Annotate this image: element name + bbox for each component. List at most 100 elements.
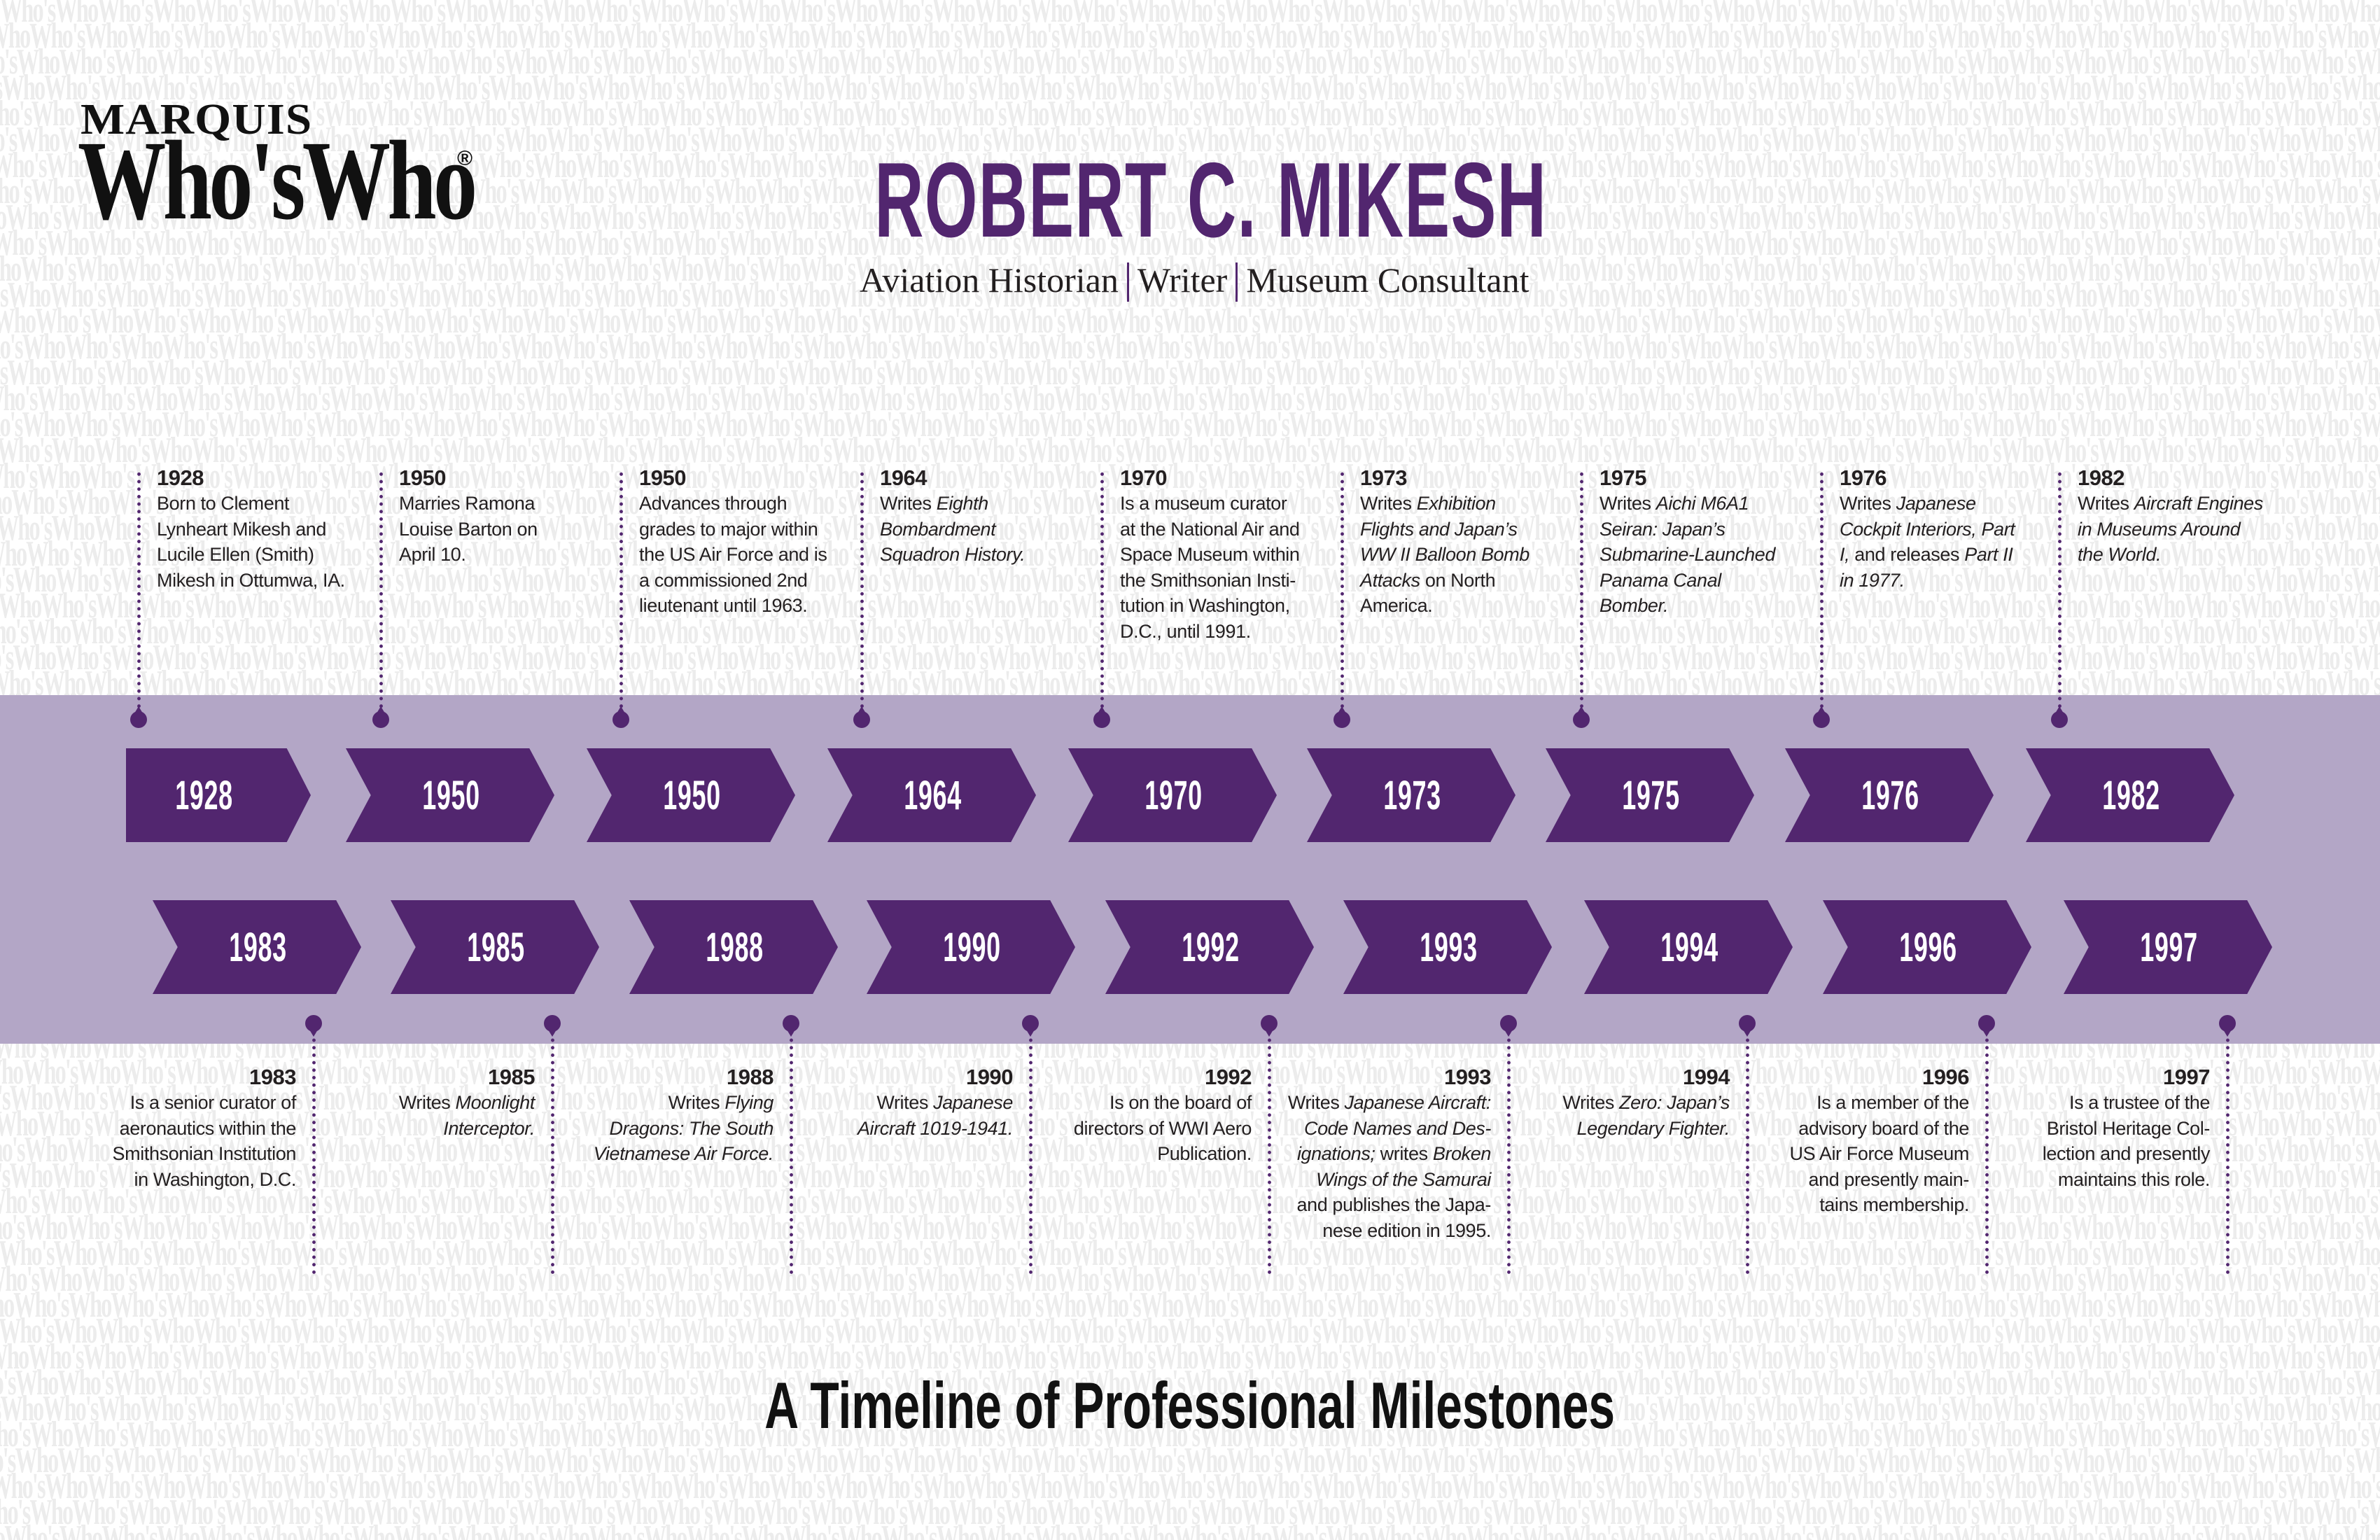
text-segment: Writes (1562, 1092, 1620, 1113)
text-segment: Writes (398, 1092, 456, 1113)
text-segment: Writes (1600, 493, 1656, 514)
timeline-arrow-1985[interactable]: 1985 (391, 900, 599, 994)
watermark-row: Who'sWhoWho'sWhoWho'sWhoWho'sWhoWho'sWho… (0, 301, 2380, 341)
event-description-line: April 10. (399, 542, 538, 568)
event-description-line: Writes Zero: Japan’s (1562, 1090, 1730, 1116)
event-description-line: Publication. (1074, 1141, 1252, 1167)
event-description-line: ignations; writes Broken (1288, 1141, 1491, 1167)
text-segment: Advances through (639, 493, 788, 514)
text-segment: Mikesh in Ottumwa, IA. (157, 569, 345, 591)
timeline-arrow-1990[interactable]: 1990 (867, 900, 1075, 994)
text-segment: Writes (1287, 1092, 1345, 1113)
event-description-line: Submarine-Launched (1600, 542, 1775, 568)
arrow-year-label: 1964 (904, 772, 962, 818)
event-description-line: I, and releases Part II (1840, 542, 2015, 568)
milestone-1994: 1994 Writes Zero: Japan’s Legendary Fighte… (1562, 1065, 1730, 1141)
event-description-line: Panama Canal (1600, 568, 1775, 594)
timeline-marker-dot-icon (1500, 1015, 1517, 1037)
timeline-arrow-1950[interactable]: 1950 (346, 748, 554, 842)
dotted-connector (2058, 470, 2062, 712)
timeline-marker-dot-icon (1813, 706, 1830, 728)
dotted-connector (137, 470, 141, 712)
text-segment: the US Air Force and is (639, 544, 827, 565)
arrow-year-label: 1993 (1420, 924, 1478, 970)
event-description-line: at the National Air and (1120, 517, 1300, 542)
timeline-arrow-1992[interactable]: 1992 (1105, 900, 1314, 994)
dotted-connector (620, 470, 623, 712)
italic-title: Flying (724, 1092, 774, 1113)
event-description-line: nese edition in 1995. (1288, 1218, 1491, 1244)
italic-title: Bomber. (1600, 595, 1669, 616)
event-year: 1990 (966, 1065, 1013, 1089)
italic-title: Code Names and Des- (1303, 1117, 1491, 1139)
timeline-arrow-1997[interactable]: 1997 (2064, 900, 2272, 994)
text-segment: writes (1375, 1143, 1433, 1164)
event-description-line: Flights and Japan’s (1360, 517, 1530, 542)
event-description-line: tains membership. (1790, 1192, 1969, 1218)
footer-title: A Timeline of Professional Milestones (0, 1371, 2380, 1441)
watermark-row: Who'sWhoWho'sWhoWho'sWhoWho'sWhoWho'sWho… (0, 16, 2380, 56)
italic-title: WW II Balloon Bomb (1360, 544, 1530, 565)
event-description-line: Aircraft 1019-1941. (858, 1116, 1013, 1142)
watermark-row: Who'sWhoWho'sWhoWho'sWhoWho'sWhoWho'sWho… (0, 1441, 2380, 1480)
italic-title: Exhibition (1416, 493, 1496, 514)
milestone-1976: 1976 Writes Japanese Cockpit Interiors, Pa… (1840, 465, 2015, 593)
timeline-arrow-1988[interactable]: 1988 (629, 900, 838, 994)
timeline-arrow-1973[interactable]: 1973 (1307, 748, 1516, 842)
event-description-line: Marries Ramona (399, 491, 538, 517)
event-description-line: grades to major within (639, 517, 827, 542)
text-segment: Is a museum curator (1120, 493, 1287, 514)
event-description-line: and presently main- (1790, 1167, 1969, 1193)
timeline-arrow-1993[interactable]: 1993 (1343, 900, 1552, 994)
event-description-line: US Air Force Museum (1790, 1141, 1970, 1167)
event-description-line: Bomber. (1600, 593, 1775, 619)
italic-title: Part II (1964, 544, 2013, 565)
arrow-year-label: 1982 (2102, 772, 2161, 818)
timeline-arrow-1975[interactable]: 1975 (1546, 748, 1754, 842)
text-segment: Lynheart Mikesh and (157, 518, 327, 540)
event-description-line: advisory board of the (1790, 1116, 1969, 1142)
text-segment: Smithsonian Institution (112, 1143, 297, 1164)
timeline-arrow-1996[interactable]: 1996 (1823, 900, 2031, 994)
dotted-connector (1268, 1029, 1271, 1274)
event-description-line: maintains this role. (2043, 1167, 2211, 1193)
milestone-1970: 1970 Is a museum curator at the National A… (1120, 465, 1300, 644)
timeline-arrow-1950[interactable]: 1950 (587, 748, 795, 842)
timeline-marker-dot-icon (1093, 706, 1110, 728)
timeline-arrow-1994[interactable]: 1994 (1584, 900, 1793, 994)
timeline-arrow-1970[interactable]: 1970 (1068, 748, 1277, 842)
italic-title: Seiran: Japan’s (1600, 518, 1726, 540)
event-description-line: Seiran: Japan’s (1600, 517, 1775, 542)
text-segment: at the National Air and (1120, 518, 1300, 540)
timeline-arrow-1982[interactable]: 1982 (2026, 748, 2234, 842)
event-description-line: Bombardment (880, 517, 1025, 542)
italic-title: Legendary Fighter. (1576, 1117, 1730, 1139)
italic-title: Aichi M6A1 (1656, 493, 1749, 514)
event-year: 1975 (1600, 465, 1646, 490)
event-description-line: Smithsonian Institution (112, 1141, 297, 1167)
watermark-row: Who'sWhoWho'sWhoWho'sWhoWho'sWhoWho'sWho… (0, 1337, 2380, 1377)
role-museum-consultant: Museum Consultant (1246, 260, 1530, 300)
timeline-arrow-1964[interactable]: 1964 (827, 748, 1036, 842)
text-segment: Is a trustee of the (2068, 1092, 2210, 1113)
event-description-line: directors of WWI Aero (1074, 1116, 1252, 1142)
event-description-line: Writes Aircraft Engines (2078, 491, 2263, 517)
dotted-connector (1746, 1029, 1749, 1274)
watermark-row: Who'sWhoWho'sWhoWho'sWhoWho'sWhoWho'sWho… (0, 42, 2380, 82)
text-segment: Louise Barton on (399, 518, 538, 540)
text-segment: Writes (1360, 493, 1417, 514)
timeline-arrow-1983[interactable]: 1983 (153, 900, 361, 994)
milestone-1985: 1985 Writes Moonlight Interceptor. (398, 1065, 536, 1141)
timeline-marker-dot-icon (2219, 1015, 2236, 1037)
dotted-connector (1100, 470, 1104, 712)
timeline-arrow-1928[interactable]: 1928 (126, 748, 311, 842)
watermark-row: Who'sWhoWho'sWhoWho'sWhoWho'sWhoWho'sWho… (0, 430, 2380, 470)
italic-title: the World. (2078, 544, 2162, 565)
text-segment: maintains this role. (2057, 1168, 2211, 1190)
dotted-connector (312, 1029, 316, 1274)
timeline-arrow-1976[interactable]: 1976 (1785, 748, 1994, 842)
italic-title: Wings of the Samurai (1316, 1168, 1491, 1190)
italic-title: Cockpit Interiors, Part (1840, 518, 2015, 540)
event-description-line: Is a trustee of the (2043, 1090, 2210, 1116)
event-description-line: Squadron History. (880, 542, 1026, 568)
